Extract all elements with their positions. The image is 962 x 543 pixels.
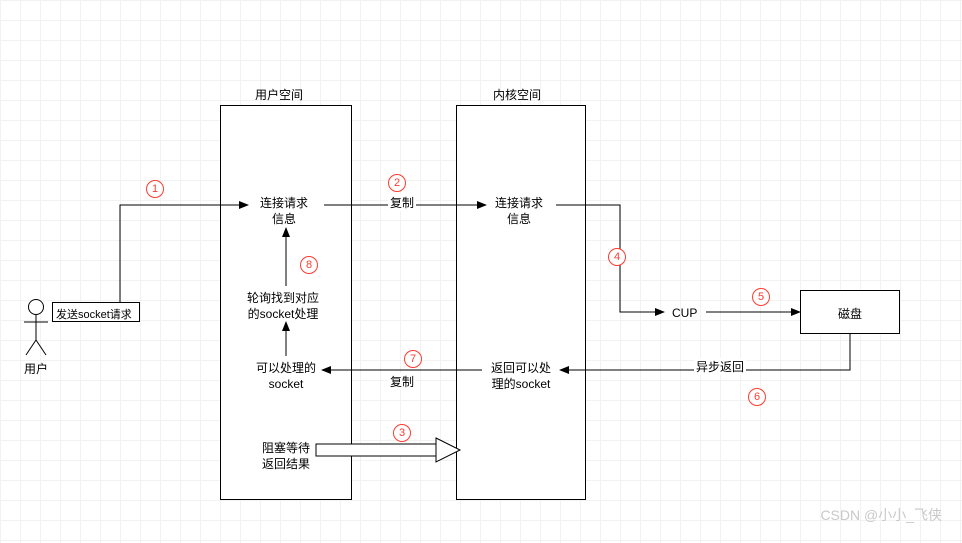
user-space-title: 用户空间 [255, 86, 303, 103]
edge-label-copy1: 复制 [388, 194, 416, 211]
edge-label-copy2: 复制 [388, 373, 416, 390]
node-user-block: 阻塞等待返回结果 [258, 439, 314, 474]
step-2: 2 [388, 174, 406, 192]
node-user-poll: 轮询找到对应的socket处理 [243, 289, 323, 324]
node-kernel-return: 返回可以处理的socket [487, 359, 555, 394]
actor-edge-label: 发送socket请求 [56, 306, 132, 322]
step-8: 8 [300, 256, 318, 274]
node-user-ready: 可以处理的socket [252, 359, 320, 394]
watermark: CSDN @小小_飞侠 [820, 505, 942, 525]
actor-label: 用户 [24, 360, 48, 377]
kernel-space-container [456, 105, 586, 500]
step-5: 5 [752, 288, 770, 306]
step-1: 1 [146, 180, 164, 198]
node-user-request: 连接请求信息 [256, 194, 312, 229]
step-6: 6 [748, 388, 766, 406]
disk-label: 磁盘 [838, 305, 862, 322]
step-3: 3 [393, 424, 411, 442]
step-7: 7 [404, 350, 422, 368]
node-kernel-request: 连接请求信息 [491, 194, 547, 229]
kernel-space-title: 内核空间 [493, 86, 541, 103]
cpu-label: CUP [672, 306, 697, 320]
actor-head-icon [28, 299, 44, 315]
step-4: 4 [608, 248, 626, 266]
edge-label-async: 异步返回 [694, 358, 746, 375]
